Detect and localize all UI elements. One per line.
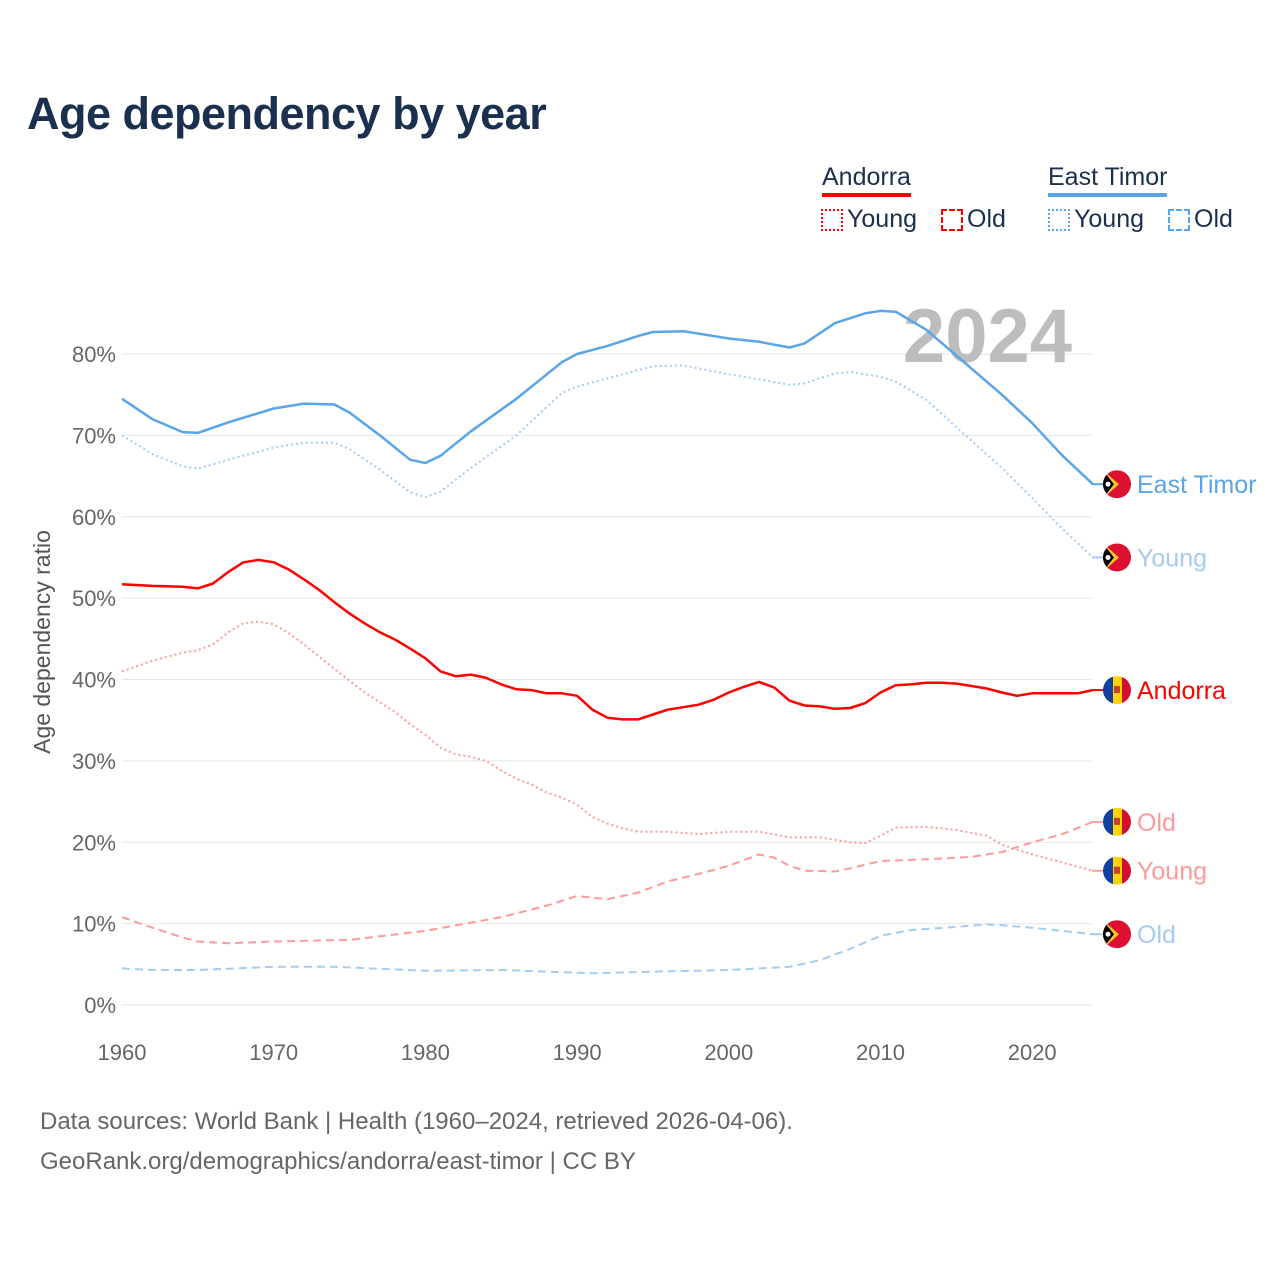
series-line-east-timor-old[interactable] <box>121 923 1094 975</box>
end-label-group: Old <box>1092 920 1176 949</box>
y-tick-label: 60% <box>72 505 116 530</box>
end-label: Old <box>1137 921 1176 949</box>
end-label: East Timor <box>1137 471 1256 499</box>
x-tick-label: 2020 <box>1008 1040 1057 1065</box>
x-tick-label: 1960 <box>98 1040 147 1065</box>
legend-label: Young <box>847 205 917 233</box>
andorra-flag-icon <box>1103 676 1131 705</box>
x-tick-label: 2010 <box>856 1040 905 1065</box>
x-tick-label: 1990 <box>553 1040 602 1065</box>
east-timor-flag-icon <box>1103 543 1131 572</box>
chart-title: Age dependency by year <box>27 88 547 139</box>
east-timor-flag-icon <box>1103 920 1131 949</box>
y-tick-label: 20% <box>72 830 116 855</box>
legend-andorra-young[interactable]: Young <box>821 205 917 234</box>
series-line-east-timor-young[interactable] <box>121 364 1094 559</box>
andorra-flag-icon <box>1103 807 1131 836</box>
end-label: Young <box>1137 858 1207 886</box>
legend-andorra-title[interactable]: Andorra <box>822 163 911 197</box>
y-tick-label: 80% <box>72 342 116 367</box>
y-tick-label: 70% <box>72 423 116 448</box>
end-label: Andorra <box>1137 677 1226 705</box>
y-tick-label: 10% <box>72 912 116 937</box>
source-line-1: Data sources: World Bank | Health (1960–… <box>40 1108 793 1135</box>
end-label: Young <box>1137 544 1207 572</box>
y-tick-label: 0% <box>84 993 116 1018</box>
legend-label: Young <box>1074 205 1144 233</box>
east-timor-flag-icon <box>1103 470 1131 499</box>
x-tick-label: 1980 <box>401 1040 450 1065</box>
year-watermark: 2024 <box>903 294 1072 379</box>
andorra-flag-icon <box>1103 856 1131 885</box>
end-label-group: Old <box>1092 807 1176 837</box>
dashed-swatch-icon <box>941 208 963 231</box>
end-label-group: East Timor <box>1092 470 1256 499</box>
dotted-swatch-icon <box>1048 208 1070 231</box>
legend-label: Old <box>967 205 1006 233</box>
series-line-andorra-young[interactable] <box>121 620 1094 872</box>
x-tick-label: 2000 <box>704 1040 753 1065</box>
legend-east-timor-title[interactable]: East Timor <box>1048 163 1168 197</box>
dashed-swatch-icon <box>1168 208 1190 231</box>
source-line-2: GeoRank.org/demographics/andorra/east-ti… <box>40 1148 636 1175</box>
legend-east-timor-young[interactable]: Young <box>1048 205 1144 234</box>
end-label-group: Young <box>1092 543 1207 572</box>
series-line-andorra-old[interactable] <box>121 820 1094 945</box>
x-tick-label: 1970 <box>249 1040 298 1065</box>
legend-label: Old <box>1194 205 1233 233</box>
end-label-group: Andorra <box>1092 676 1226 705</box>
y-tick-label: 40% <box>72 668 116 693</box>
y-axis-label: Age dependency ratio <box>29 530 55 754</box>
end-label: Old <box>1137 809 1176 837</box>
series-line-andorra[interactable] <box>121 558 1094 721</box>
series-line-east-timor[interactable] <box>121 309 1094 486</box>
y-tick-label: 30% <box>72 749 116 774</box>
y-tick-label: 50% <box>72 586 116 611</box>
dotted-swatch-icon <box>821 208 843 231</box>
legend-east-timor-old[interactable]: Old <box>1168 205 1233 234</box>
legend-andorra-old[interactable]: Old <box>941 205 1006 234</box>
end-label-group: Young <box>1092 856 1207 886</box>
